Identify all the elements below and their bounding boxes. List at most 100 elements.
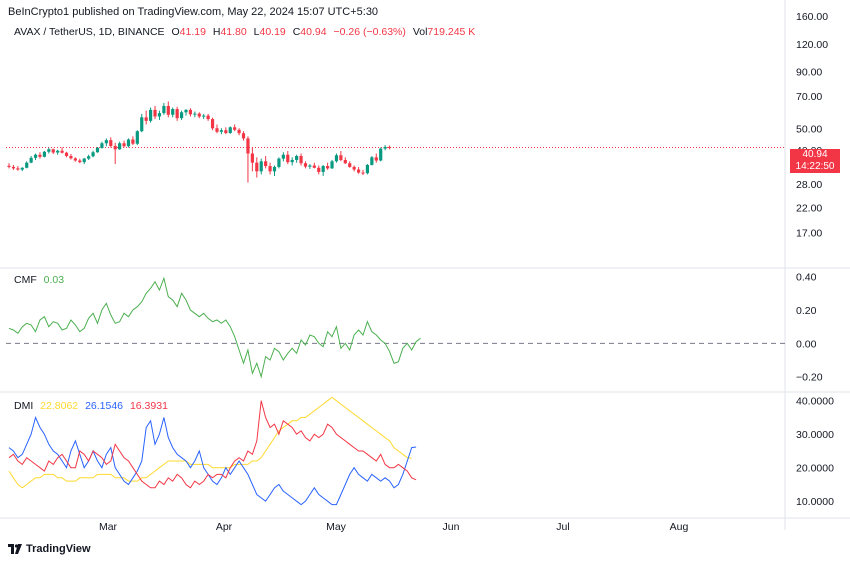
- dmi-tick: 40.0000: [796, 396, 834, 408]
- ohlc-high: H41.80: [212, 26, 247, 38]
- x-tick-jul: Jul: [556, 521, 569, 533]
- candle-body: [246, 138, 250, 154]
- candle-body: [326, 166, 330, 169]
- ohlc-change: −0.26 (−0.63%): [333, 26, 406, 38]
- price-tick: 22.00: [796, 202, 822, 214]
- candle-body: [69, 156, 73, 159]
- candle-body: [193, 113, 197, 115]
- cmf-value: 0.03: [43, 274, 65, 286]
- brand-name: TradingView: [26, 543, 91, 555]
- last-price-value: 40.94: [802, 149, 828, 160]
- candle-body: [356, 169, 361, 173]
- candle-body: [383, 146, 387, 149]
- candle-body: [87, 156, 91, 159]
- candle-body: [171, 109, 175, 115]
- dmi-minus-di-line: [8, 400, 417, 489]
- symbol-title[interactable]: AVAX / TetherUS, 1D, BINANCE: [14, 26, 165, 38]
- candle-body: [113, 146, 117, 150]
- cmf-tick: 0.00: [796, 338, 817, 350]
- cmf-tick: −0.20: [796, 372, 823, 384]
- dmi-legend[interactable]: DMI 22.8062 26.1546 16.3931: [14, 400, 172, 412]
- candle-body: [140, 117, 144, 132]
- candle-body: [365, 164, 370, 174]
- candle-body: [109, 140, 113, 147]
- candle-body: [175, 109, 179, 119]
- candle-body: [25, 162, 29, 168]
- cmf-tick: 0.20: [796, 305, 817, 317]
- cmf-line: [8, 276, 421, 379]
- candle-body: [73, 158, 77, 161]
- candle-body: [330, 161, 334, 169]
- candle-body: [233, 127, 237, 130]
- price-tick: 160.00: [796, 11, 828, 23]
- candle-body: [64, 152, 69, 157]
- candle-body: [118, 143, 122, 150]
- ohlc-close: C40.94: [292, 26, 327, 38]
- candle-body: [241, 133, 246, 139]
- x-tick-jun: Jun: [443, 521, 460, 533]
- candle-body: [295, 156, 299, 160]
- price-tick: 50.00: [796, 123, 822, 135]
- candle-body: [379, 148, 383, 161]
- candle-body: [78, 160, 82, 163]
- candle-body: [374, 157, 378, 161]
- candle-body: [210, 119, 215, 129]
- candle-body: [224, 130, 228, 134]
- publisher-line: BeInCrypto1 published on TradingView.com…: [8, 6, 379, 18]
- price-tick: 90.00: [796, 67, 822, 79]
- candle-body: [272, 166, 277, 172]
- candle-body: [7, 165, 11, 167]
- price-tick: 17.00: [796, 227, 822, 239]
- candle-body: [11, 166, 16, 169]
- candle-body: [60, 150, 64, 153]
- dmi-tick: 30.0000: [796, 429, 834, 441]
- x-tick-mar: Mar: [99, 521, 118, 533]
- candle-body: [91, 152, 95, 157]
- candle-body: [157, 113, 162, 117]
- candle-body: [131, 139, 135, 144]
- candle-body: [299, 156, 303, 164]
- tradingview-icon: [8, 544, 22, 554]
- candle-body: [197, 113, 201, 117]
- candle-body: [188, 109, 193, 115]
- candle-body: [16, 168, 20, 170]
- candle-body: [387, 146, 392, 148]
- candle-body: [303, 163, 308, 167]
- candle-body: [144, 117, 148, 121]
- candle-body: [184, 109, 188, 113]
- candle-body: [361, 172, 365, 174]
- dmi-plus-value: 26.1546: [85, 400, 124, 412]
- candle-body: [308, 165, 312, 167]
- candle-body: [149, 109, 153, 121]
- candle-body: [20, 167, 24, 170]
- candle-body: [259, 161, 263, 172]
- candle-body: [82, 158, 86, 163]
- candle-body: [206, 115, 210, 120]
- candle-body: [352, 166, 356, 170]
- x-tick-aug: Aug: [670, 521, 689, 533]
- price-tick: 120.00: [796, 39, 828, 51]
- dmi-plus-di-line: [8, 416, 417, 506]
- price-legend: AVAX / TetherUS, 1D, BINANCE O41.19 H41.…: [14, 26, 479, 38]
- x-tick-apr: Apr: [216, 521, 233, 533]
- candle-body: [348, 163, 352, 167]
- candle-body: [56, 150, 60, 153]
- candle-body: [268, 166, 272, 172]
- price-tick: 70.00: [796, 91, 822, 103]
- candle-body: [321, 166, 325, 172]
- candle-body: [334, 155, 339, 162]
- volume: Vol719.245 K: [412, 26, 476, 38]
- dmi-tick: 10.0000: [796, 496, 834, 508]
- candle-body: [47, 149, 51, 152]
- tradingview-logo[interactable]: TradingView: [8, 543, 91, 555]
- candle-body: [281, 154, 285, 159]
- dmi-tick: 20.0000: [796, 463, 834, 475]
- candle-body: [166, 105, 170, 115]
- dmi-label: DMI: [14, 400, 34, 412]
- candle-body: [215, 128, 219, 132]
- dmi-adx-value: 22.8062: [40, 400, 79, 412]
- cmf-legend[interactable]: CMF 0.03: [14, 274, 68, 286]
- candle-body: [237, 129, 241, 134]
- cmf-label: CMF: [14, 274, 37, 286]
- candle-body: [51, 149, 55, 153]
